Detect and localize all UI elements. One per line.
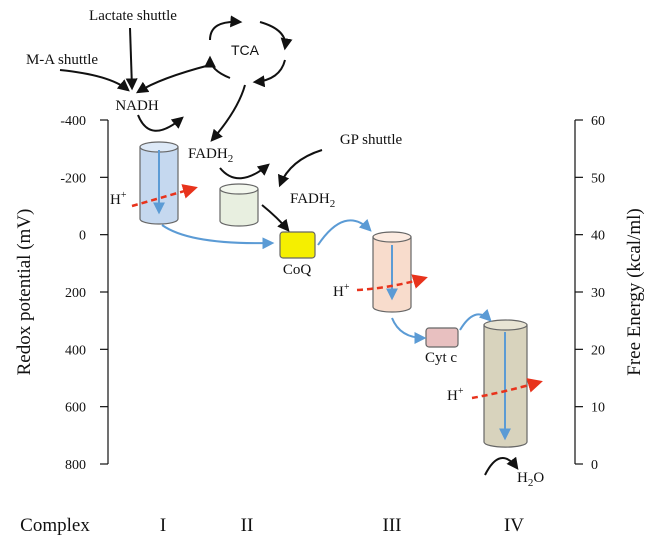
tick-label: 10 [591,401,605,416]
complex-title: Complex [20,515,90,536]
tick-label: -400 [60,114,86,129]
tick-label: 60 [591,114,605,129]
proton-label: H+ [333,282,350,300]
tick-label: -200 [60,171,86,186]
black-arrows [59,15,519,476]
complex-name: I [160,515,166,536]
right-axis-label: Free Energy (kcal/ml) [624,208,645,375]
water-label: H2O [517,470,544,489]
lactate-label: Lactate shuttle [89,8,177,24]
tick-label: 600 [65,401,86,416]
ma-label: M-A shuttle [26,52,98,68]
cytc-label: Cyt c [425,350,457,366]
cytc-box [425,327,459,348]
tick-label: 50 [591,171,605,186]
blue-arrows [153,150,511,441]
tick-label: 40 [591,229,605,244]
complex-name: III [383,515,402,536]
tick-label: 20 [591,343,605,358]
tick-label: 800 [65,458,86,473]
tick-label: 400 [65,343,86,358]
tca-label: TCA [231,42,260,58]
tick-label: 0 [591,458,598,473]
fadh-label: FADH2 [290,191,335,210]
nadh-label: NADH [115,98,158,114]
coq-label: CoQ [283,262,312,278]
proton-label: H+ [447,386,464,404]
tick-label: 30 [591,286,605,301]
proton-label: H+ [110,190,127,208]
coq-box [279,231,316,259]
gp-label: GP shuttle [340,132,403,148]
tick-label: 200 [65,286,86,301]
fadh-label: FADH2 [188,146,233,165]
complex-name: II [241,515,254,536]
complex-ii [219,189,259,227]
left-axis-label: Redox potential (mV) [14,209,35,376]
complex-name: IV [504,515,524,536]
proton-arrows [131,184,543,400]
tick-label: 0 [79,229,86,244]
